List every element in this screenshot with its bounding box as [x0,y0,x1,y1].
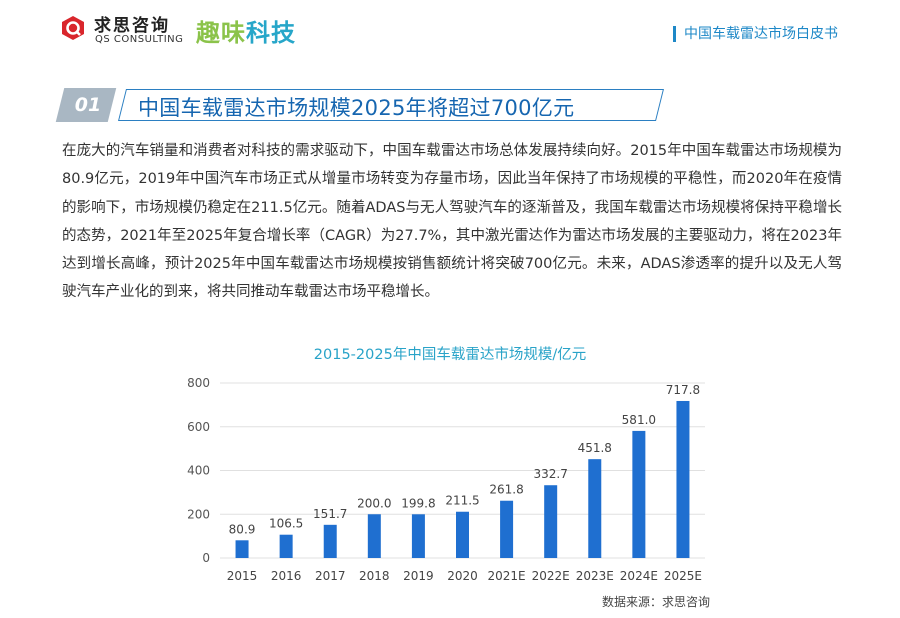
bar [367,514,381,558]
y-tick-label: 0 [202,551,210,565]
data-label: 581.0 [622,413,656,427]
bar [323,524,337,558]
data-source: 数据来源：求思咨询 [601,595,710,609]
bar [279,534,293,558]
x-tick-label: 2016 [271,569,302,583]
y-tick-label: 200 [187,507,210,521]
x-tick-label: 2018 [359,569,390,583]
y-tick-label: 600 [187,420,210,434]
bar [676,400,690,558]
data-label: 199.8 [401,496,435,510]
y-tick-label: 800 [187,376,210,390]
brand-name-cn: 求思咨询 [94,16,170,36]
section-number: 01 [74,94,102,116]
bar [456,511,469,558]
data-label: 451.8 [578,441,612,455]
document-title: 中国车载雷达市场白皮书 [673,26,838,42]
x-tick-label: 2017 [315,569,346,583]
section-title: 中国车载雷达市场规模2025年将超过700亿元 [138,96,575,120]
data-label: 261.8 [489,483,523,497]
chart-title: 2015-2025年中国车载雷达市场规模/亿元 [313,347,587,363]
x-tick-label: 2015 [227,569,258,583]
x-tick-label: 2020 [447,569,478,583]
data-label: 717.8 [666,383,700,397]
qs-logo-icon [62,16,84,40]
body-paragraph: 在庞大的汽车销量和消费者对科技的需求驱动下，中国车载雷达市场总体发展持续向好。2… [62,143,842,301]
bar [411,514,425,558]
bar [235,540,249,558]
x-tick-label: 2021E [488,569,526,583]
brand-name-en: QS CONSULTING [95,34,184,45]
bar [588,459,602,558]
y-tick-label: 400 [187,464,210,478]
x-tick-label: 2023E [576,569,614,583]
partner-logo-part1: 趣味 [196,19,246,47]
x-tick-label: 2019 [403,569,434,583]
data-label: 211.5 [445,494,479,508]
data-label: 151.7 [313,507,347,521]
x-tick-label: 2022E [532,569,570,583]
partner-logo: 趣味科技 [196,13,296,48]
data-label: 80.9 [229,522,256,536]
data-label: 332.7 [534,467,568,481]
bar [632,430,646,558]
page-header: 求思咨询 QS CONSULTING 趣味科技 中国车载雷达市场白皮书 [0,0,900,62]
section-banner: 01 中国车载雷达市场规模2025年将超过700亿元 [55,88,670,124]
x-tick-label: 2024E [620,569,658,583]
partner-logo-part2: 科技 [246,19,296,47]
x-tick-label: 2025E [664,569,702,583]
data-label: 200.0 [357,496,391,510]
data-label: 106.5 [269,517,303,531]
bar [500,500,514,558]
bar [544,485,558,558]
